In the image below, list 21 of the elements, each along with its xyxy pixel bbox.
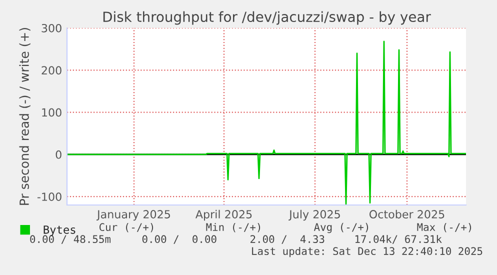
- x-tick-label: January 2025: [96, 210, 170, 221]
- y-tick-label: -100: [37, 192, 62, 201]
- text: Avg (-/+): [314, 222, 368, 234]
- chart-title: Disk throughput for /dev/jacuzzi/swap - by year: [103, 11, 431, 25]
- text: 0.00 / 48.55m: [30, 235, 111, 244]
- x-tick-label: October 2025: [369, 210, 444, 218]
- text: Last update: Sat Dec 13 22:40:10 2025: [252, 246, 482, 258]
- y-tick-label: 200: [42, 66, 62, 75]
- y-tick-label: 0: [56, 150, 62, 159]
- y-axis-title: Pr second read (-) / write (+): [19, 28, 30, 205]
- text: 17.04k/ 67.31k: [355, 234, 442, 244]
- legend-label: Bytes: [44, 226, 76, 236]
- text: Cur (-/+): [99, 223, 154, 232]
- x-tick-label: July 2025: [288, 210, 340, 221]
- y-tick-label: 100: [42, 108, 62, 117]
- text: Max (-/+): [417, 223, 472, 232]
- text: Min (-/+): [206, 222, 260, 232]
- text: 0.00 / 0.00: [142, 235, 216, 244]
- y-tick-label: 300: [42, 24, 62, 32]
- x-tick-label: April 2025: [195, 210, 252, 221]
- text: 2.00 / 4.33: [250, 235, 324, 244]
